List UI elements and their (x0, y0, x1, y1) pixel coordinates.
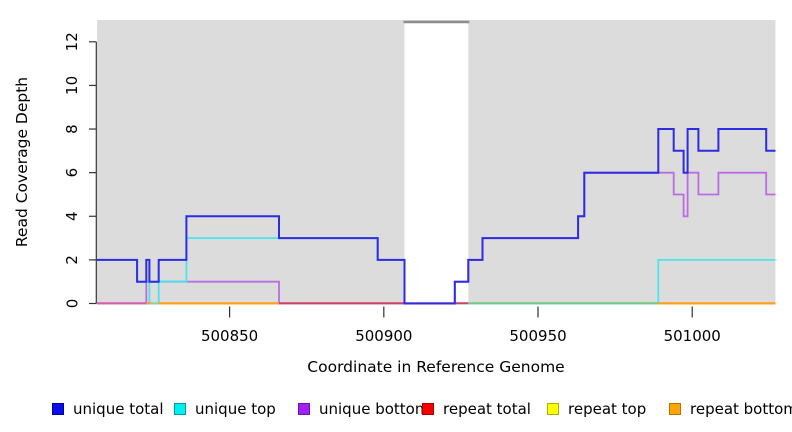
legend-swatch-icon (174, 403, 186, 415)
plot-panel (97, 20, 776, 304)
legend-label: unique total (73, 400, 164, 418)
legend-swatch-icon (422, 403, 434, 415)
legend-label: unique bottom (319, 400, 430, 418)
legend-swatch-icon (547, 403, 559, 415)
legend-label: repeat bottom (690, 400, 792, 418)
legend-item-unique-total: unique total (52, 398, 164, 420)
x-tick-label: 500950 (509, 327, 566, 345)
y-tick-label: 8 (63, 124, 81, 134)
legend: unique total unique top unique bottom repea… (0, 398, 792, 422)
y-tick-label: 6 (63, 168, 81, 178)
axes: 0 2 4 6 8 10 12 500850 500900 500950 501000 (63, 32, 721, 345)
y-tick-label: 0 (63, 299, 81, 309)
series-line-unique-total (97, 128, 776, 305)
legend-label: unique top (195, 400, 276, 418)
y-tick-label: 12 (63, 32, 81, 51)
legend-swatch-icon (669, 403, 681, 415)
legend-label: repeat top (568, 400, 647, 418)
gap-band (404, 23, 469, 304)
legend-swatch-icon (298, 403, 310, 415)
series-lines (97, 128, 776, 305)
legend-item-repeat-bottom: repeat bottom (669, 398, 792, 420)
y-tick-label: 10 (63, 76, 81, 95)
y-tick-label: 4 (63, 211, 81, 221)
x-tick-label: 500850 (201, 327, 258, 345)
y-axis-label: Read Coverage Depth (13, 77, 31, 247)
legend-swatch-icon (52, 403, 64, 415)
x-tick-label: 501000 (664, 327, 721, 345)
x-tick-label: 500900 (355, 327, 412, 345)
legend-item-repeat-top: repeat top (547, 398, 646, 420)
legend-item-unique-bottom: unique bottom (298, 398, 429, 420)
legend-label: repeat total (443, 400, 531, 418)
legend-item-repeat-total: repeat total (422, 398, 531, 420)
chart-canvas: 0 2 4 6 8 10 12 500850 500900 500950 501000 Coordi… (13, 20, 776, 376)
y-tick-label: 2 (63, 255, 81, 265)
legend-item-unique-top: unique top (174, 398, 276, 420)
x-axis-label: Coordinate in Reference Genome (307, 358, 564, 376)
